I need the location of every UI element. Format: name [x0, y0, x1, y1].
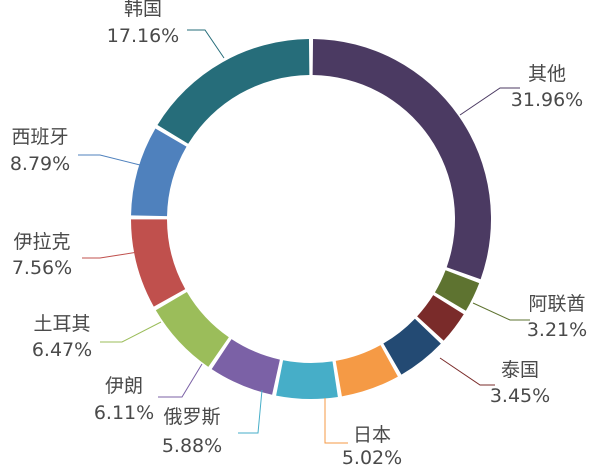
slice-value-label: 6.11%	[94, 402, 154, 424]
slice-name-label: 日本	[353, 424, 391, 446]
leader-line	[100, 321, 162, 343]
slice-value-label: 7.56%	[12, 257, 72, 279]
slice-韩国	[157, 39, 310, 144]
slice-name-label: 土耳其	[33, 313, 90, 335]
slice-value-label: 3.21%	[527, 319, 587, 341]
slice-土耳其	[155, 291, 229, 367]
slice-name-label: 阿联酋	[528, 293, 585, 315]
leader-line	[238, 389, 263, 434]
slice-伊拉克	[131, 219, 186, 307]
slice-其他	[312, 39, 491, 280]
slice-俄罗斯	[276, 360, 338, 400]
slice-泰国	[417, 295, 464, 341]
slice-日本-dark	[383, 318, 441, 375]
leader-line	[78, 154, 141, 166]
slice-value-label: 8.79%	[10, 153, 70, 175]
slice-value-label: 31.96%	[511, 89, 583, 111]
slice-name-label: 伊朗	[105, 375, 143, 397]
leader-line	[459, 87, 520, 116]
slice-name-label: 其他	[528, 63, 566, 85]
leader-line	[324, 398, 348, 444]
slice-value-label: 5.88%	[162, 435, 222, 457]
slice-阿联酋	[434, 270, 480, 311]
slice-西班牙	[131, 128, 187, 217]
leader-line	[158, 363, 203, 398]
leader-line	[439, 357, 495, 386]
slice-name-label: 俄罗斯	[163, 406, 220, 428]
leader-line	[82, 251, 139, 259]
slice-name-label: 韩国	[124, 0, 162, 20]
slice-伊朗	[211, 339, 280, 395]
slice-value-label: 17.16%	[107, 25, 179, 47]
slice-value-label: 5.02%	[342, 447, 402, 466]
slice-name-label: 西班牙	[11, 126, 68, 148]
slice-日本	[335, 345, 398, 397]
slice-name-label: 伊拉克	[13, 231, 70, 253]
slice-value-label: 6.47%	[32, 339, 92, 361]
leader-line	[472, 302, 530, 321]
slice-name-label: 泰国	[501, 359, 539, 381]
leader-line	[187, 29, 225, 59]
slice-value-label: 3.45%	[490, 385, 550, 407]
